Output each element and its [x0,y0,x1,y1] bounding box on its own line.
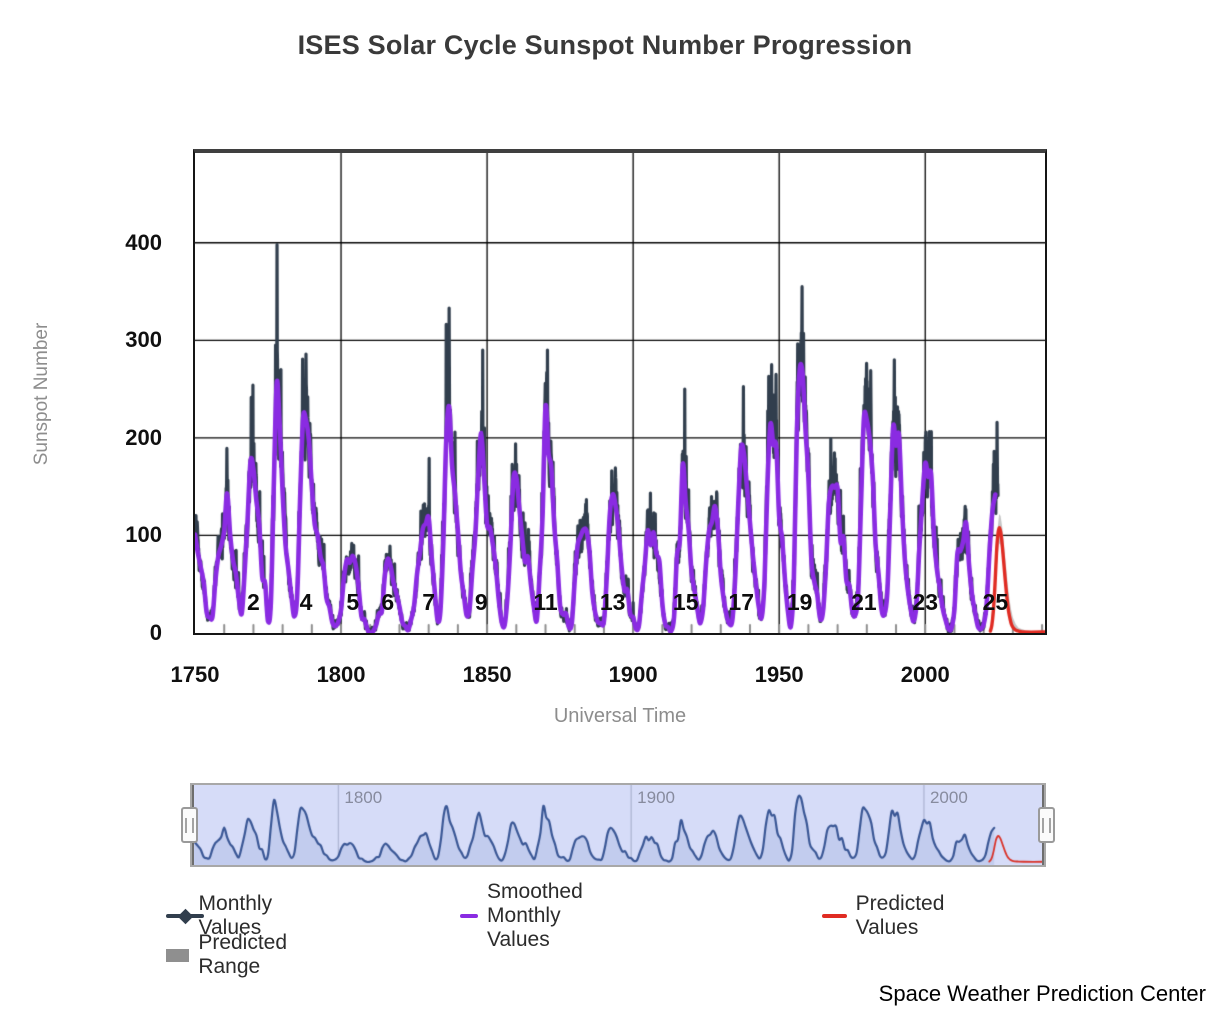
legend-item-predicted-values[interactable]: Predicted Values [822,892,958,939]
smoothed-monthly-values-line-icon [460,914,479,918]
cycle-label: 19 [786,588,813,615]
x-tick-label: 1750 [170,662,220,687]
slider-grip-icon [1042,817,1051,833]
legend-item-smoothed-monthly-values[interactable]: Smoothed Monthly Values [460,880,603,951]
cycle-label: 11 [533,588,558,615]
credit-text: Space Weather Prediction Center [878,981,1206,1006]
y-tick-label: 0 [149,620,162,645]
x-tick-label: 1900 [608,662,658,687]
slider-year-label: 1900 [637,788,675,807]
cycle-label: 9 [474,588,488,615]
slider-grip-icon [185,817,194,833]
x-axis-title: Universal Time [553,705,687,727]
plot-area [193,149,1047,635]
slider-year-label: 2000 [929,788,968,807]
x-tick-label: 2000 [900,662,950,687]
x-tick-label: 1850 [462,662,512,687]
cycle-label: 15 [672,588,699,615]
cycle-label: 23 [912,588,939,615]
cycle-label: 13 [599,588,626,615]
main-chart-canvas[interactable] [195,153,1045,633]
cycle-label: 2 [247,588,260,615]
legend-item-label: Predicted Range [198,931,288,978]
cycle-label: 17 [728,588,755,615]
monthly-values-line-diamond-icon [166,907,204,925]
predicted-range-swatch-icon [166,948,190,962]
y-tick-label: 200 [125,424,162,450]
predicted-values-line-icon [822,914,847,918]
range-slider-right-handle[interactable] [1038,807,1055,843]
page-title: ISES Solar Cycle Sunspot Number Progress… [297,30,913,60]
legend-item-monthly-values[interactable]: Monthly Values [166,892,287,939]
x-tick-label: 1800 [316,662,366,687]
cycle-label: 7 [422,588,436,615]
legend-item-label: Smoothed Monthly Values [487,880,583,951]
cycle-label: 6 [381,588,395,615]
y-tick-label: 300 [125,327,162,353]
range-slider-left-handle[interactable] [181,807,198,843]
cycle-label: 5 [346,588,360,615]
cycle-label: 25 [982,588,1009,615]
cycle-label: 4 [299,588,313,615]
range-slider-mini-chart[interactable] [192,785,1044,865]
range-slider[interactable]: 1800 1900 2000 [190,783,1046,867]
legend-item-predicted-range[interactable]: Predicted Range [166,931,300,978]
slider-year-label: 1800 [344,788,383,807]
legend-item-label: Monthly Values [198,892,273,939]
y-tick-label: 100 [125,522,162,548]
y-tick-label: 400 [125,229,162,255]
cycle-label: 21 [851,588,877,615]
y-axis-title: Sunspot Number [31,322,52,466]
legend-item-label: Predicted Values [855,892,945,939]
x-tick-label: 1950 [754,662,804,687]
